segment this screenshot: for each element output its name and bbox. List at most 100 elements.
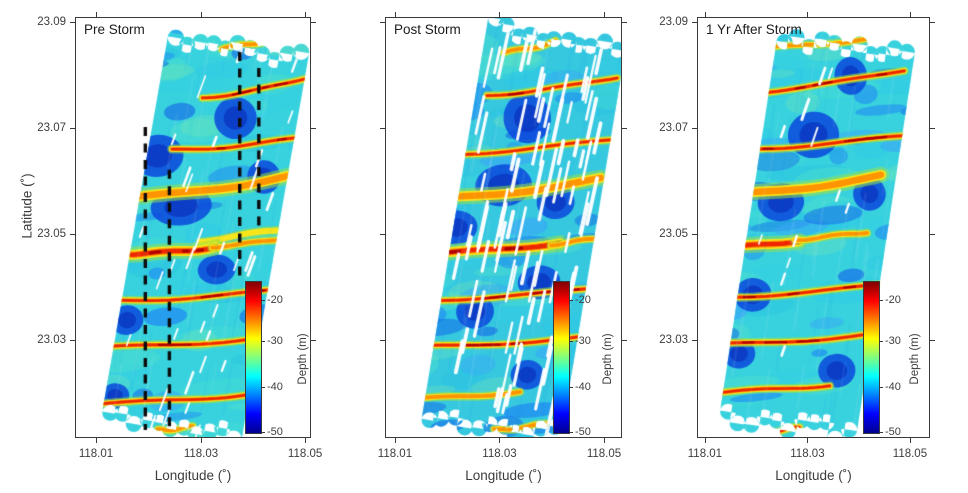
x-tick-top: [909, 12, 911, 17]
colorbar-tick-label: -50: [267, 426, 283, 439]
x-tick-top: [807, 12, 809, 17]
y-tick-right: [622, 22, 627, 24]
y-tick-right: [930, 22, 935, 24]
panel-title-pre-storm: Pre Storm: [84, 22, 145, 37]
colorbar-tick-label: -40: [267, 381, 283, 394]
y-tick-right: [622, 128, 627, 130]
y-tick-left: [692, 339, 697, 341]
x-tick-label: 118.05: [287, 448, 323, 460]
y-tick-left: [70, 128, 75, 130]
colorbar-tick: [262, 341, 265, 343]
y-tick-left: [70, 339, 75, 341]
x-tick-bottom: [96, 438, 97, 443]
y-tick-label: 23.03: [37, 333, 66, 346]
colorbar-tick-label: -20: [267, 293, 283, 306]
y-tick-left: [380, 233, 385, 235]
x-axis-label: Longitude (˚): [154, 468, 232, 483]
x-tick-label: 118.03: [482, 448, 517, 460]
y-tick-right: [311, 339, 316, 341]
x-tick-bottom: [807, 438, 809, 443]
colorbar-label: Depth (m): [909, 333, 921, 385]
x-tick-bottom: [394, 438, 396, 443]
colorbar-pre-storm: [245, 281, 262, 434]
y-tick-right: [930, 339, 935, 341]
x-axis-label: Longitude (˚): [465, 468, 542, 483]
x-tick-top: [603, 12, 605, 17]
colorbar-label: Depth (m): [297, 333, 309, 385]
x-tick-bottom: [201, 438, 203, 443]
x-tick-top: [305, 12, 307, 17]
colorbar-tick: [880, 387, 883, 389]
colorbar-tick-label: -40: [575, 381, 591, 394]
y-tick-label: 23.09: [37, 16, 66, 29]
colorbar-tick-label: -30: [267, 335, 283, 348]
y-tick-right: [311, 22, 316, 24]
y-tick-left: [380, 22, 385, 24]
axes-box-pre-storm: [75, 17, 311, 438]
colorbar-tick: [570, 299, 573, 301]
bathymetry-canvas-pre-storm: [75, 17, 311, 438]
x-tick-bottom: [909, 438, 911, 443]
x-tick-bottom: [499, 438, 501, 443]
x-tick-label: 118.01: [78, 448, 114, 460]
colorbar-tick-label: -50: [885, 426, 901, 439]
colorbar-tick-label: -30: [575, 335, 591, 348]
colorbar-post-storm: [553, 281, 570, 434]
y-tick-label: 23.09: [659, 16, 688, 29]
x-tick-top: [394, 12, 396, 17]
y-tick-label: 23.07: [37, 122, 66, 135]
y-tick-left: [692, 128, 697, 130]
panel-title-post-storm: Post Storm: [394, 22, 461, 37]
colorbar-tick: [570, 387, 573, 389]
y-tick-left: [380, 339, 385, 341]
y-tick-right: [311, 128, 316, 130]
y-tick-right: [311, 233, 316, 235]
x-tick-label: 118.01: [377, 448, 413, 460]
x-tick-label: 118.03: [790, 448, 825, 460]
y-tick-label: 23.05: [37, 227, 66, 240]
bathymetry-canvas-1-yr-after-storm: [697, 17, 930, 438]
y-tick-label: 23.07: [659, 122, 688, 135]
colorbar-tick-label: -50: [575, 426, 591, 439]
x-tick-top: [704, 12, 706, 17]
y-tick-left: [692, 22, 697, 24]
x-axis-label: Longitude (˚): [775, 468, 852, 483]
colorbar-tick: [570, 341, 573, 343]
colorbar-tick: [262, 299, 265, 301]
y-tick-right: [622, 233, 627, 235]
y-tick-left: [70, 22, 75, 24]
y-tick-right: [930, 128, 935, 130]
colorbar-tick-label: -20: [885, 293, 901, 306]
colorbar-tick: [880, 299, 883, 301]
x-tick-bottom: [704, 438, 706, 443]
y-tick-left: [380, 128, 385, 130]
colorbar-tick-label: -40: [885, 381, 901, 394]
x-tick-label: 118.05: [892, 448, 928, 460]
x-tick-bottom: [603, 438, 605, 443]
colorbar-label: Depth (m): [602, 333, 614, 385]
colorbar-tick-label: -30: [885, 335, 901, 348]
y-tick-label: 23.03: [659, 333, 688, 346]
colorbar-tick-label: -20: [575, 293, 591, 306]
colorbar-tick: [570, 432, 573, 434]
bathymetry-canvas-post-storm: [385, 17, 622, 438]
y-tick-label: 23.05: [659, 227, 688, 240]
x-tick-top: [499, 12, 501, 17]
colorbar-tick: [262, 387, 265, 389]
x-tick-bottom: [305, 438, 307, 443]
x-tick-top: [96, 12, 97, 17]
panel-title-1-yr-after-storm: 1 Yr After Storm: [706, 22, 802, 37]
x-tick-label: 118.05: [586, 448, 622, 460]
y-axis-label: Latitude (˚): [19, 173, 35, 240]
colorbar-tick: [880, 341, 883, 343]
x-tick-label: 118.01: [687, 448, 723, 460]
x-tick-label: 118.03: [183, 448, 219, 460]
y-tick-right: [930, 233, 935, 235]
axes-box-post-storm: [385, 17, 622, 438]
axes-box-1-yr-after-storm: [697, 17, 930, 438]
colorbar-tick: [262, 432, 265, 434]
y-tick-left: [70, 233, 75, 235]
colorbar-1-yr-after-storm: [863, 281, 880, 434]
y-tick-right: [622, 339, 627, 341]
